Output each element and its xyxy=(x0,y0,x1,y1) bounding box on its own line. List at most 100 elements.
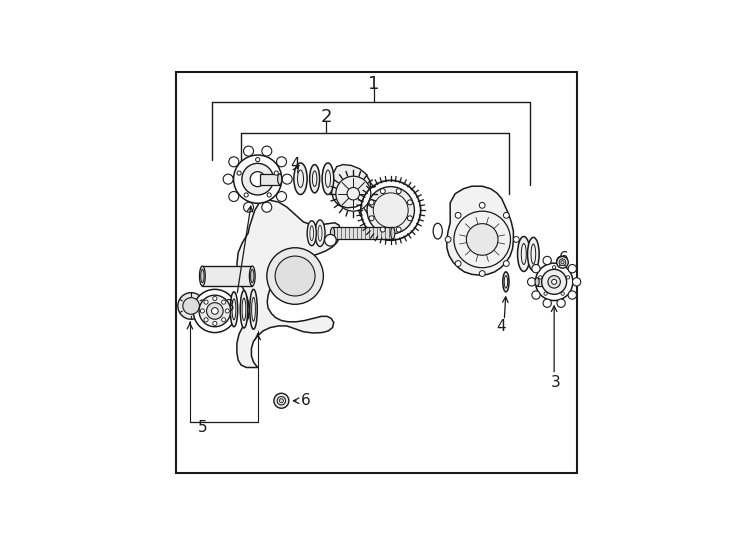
Text: 6: 6 xyxy=(559,251,569,266)
Circle shape xyxy=(324,234,336,246)
Ellipse shape xyxy=(294,163,307,194)
Circle shape xyxy=(380,227,385,232)
Circle shape xyxy=(204,300,208,304)
Circle shape xyxy=(282,174,292,184)
Circle shape xyxy=(543,256,551,265)
Circle shape xyxy=(250,172,265,187)
Ellipse shape xyxy=(230,292,238,327)
Circle shape xyxy=(274,393,289,408)
Circle shape xyxy=(557,299,565,307)
Circle shape xyxy=(544,292,548,295)
Circle shape xyxy=(193,289,236,333)
Circle shape xyxy=(255,158,260,161)
Polygon shape xyxy=(237,200,341,368)
Circle shape xyxy=(223,174,233,184)
Circle shape xyxy=(206,302,223,319)
Circle shape xyxy=(277,396,286,405)
Ellipse shape xyxy=(250,266,255,286)
Circle shape xyxy=(513,237,519,242)
Circle shape xyxy=(242,163,274,195)
Circle shape xyxy=(369,200,374,205)
Circle shape xyxy=(183,298,200,314)
Circle shape xyxy=(225,309,230,313)
Circle shape xyxy=(396,188,401,194)
Circle shape xyxy=(543,299,551,307)
Circle shape xyxy=(455,261,461,266)
Circle shape xyxy=(479,271,485,276)
Circle shape xyxy=(532,265,540,273)
Polygon shape xyxy=(447,186,513,275)
Circle shape xyxy=(455,212,461,218)
Ellipse shape xyxy=(277,174,282,185)
Circle shape xyxy=(380,188,385,194)
Ellipse shape xyxy=(433,223,443,239)
Circle shape xyxy=(275,256,315,296)
Circle shape xyxy=(244,146,253,156)
Circle shape xyxy=(535,263,573,301)
Circle shape xyxy=(244,202,253,212)
Circle shape xyxy=(542,269,567,294)
Ellipse shape xyxy=(200,266,206,286)
Circle shape xyxy=(407,200,413,205)
Circle shape xyxy=(237,171,241,175)
Ellipse shape xyxy=(528,238,539,271)
Text: 3: 3 xyxy=(225,299,235,314)
Circle shape xyxy=(233,155,282,203)
Circle shape xyxy=(504,212,509,218)
Circle shape xyxy=(568,265,576,273)
Circle shape xyxy=(567,276,570,279)
Text: 4: 4 xyxy=(496,319,506,334)
Text: 2: 2 xyxy=(321,108,332,126)
Circle shape xyxy=(528,278,536,286)
Ellipse shape xyxy=(250,289,257,329)
Circle shape xyxy=(267,248,324,305)
Circle shape xyxy=(504,261,509,266)
Circle shape xyxy=(556,256,568,268)
Circle shape xyxy=(204,318,208,322)
Circle shape xyxy=(277,192,286,201)
Circle shape xyxy=(407,216,413,221)
Circle shape xyxy=(275,171,278,175)
Bar xyxy=(260,174,280,185)
Ellipse shape xyxy=(503,272,509,292)
Circle shape xyxy=(367,187,415,234)
Ellipse shape xyxy=(240,291,247,328)
Circle shape xyxy=(347,187,360,200)
Bar xyxy=(333,227,393,239)
Circle shape xyxy=(568,291,576,299)
Circle shape xyxy=(222,318,226,322)
Circle shape xyxy=(211,308,218,314)
Circle shape xyxy=(532,291,540,299)
Circle shape xyxy=(553,266,556,269)
Ellipse shape xyxy=(517,237,530,272)
Circle shape xyxy=(262,146,272,156)
Ellipse shape xyxy=(535,278,539,286)
Circle shape xyxy=(561,292,564,295)
Circle shape xyxy=(244,193,248,197)
Circle shape xyxy=(369,216,374,221)
Circle shape xyxy=(213,296,217,301)
Circle shape xyxy=(479,202,485,208)
Ellipse shape xyxy=(315,220,325,246)
Bar xyxy=(203,266,252,286)
Circle shape xyxy=(396,227,401,232)
Circle shape xyxy=(229,157,239,167)
Ellipse shape xyxy=(307,221,316,246)
Text: 3: 3 xyxy=(551,375,561,390)
Circle shape xyxy=(539,276,542,279)
Circle shape xyxy=(561,261,564,264)
Circle shape xyxy=(262,202,272,212)
Text: 6: 6 xyxy=(302,393,311,408)
Text: 1: 1 xyxy=(368,75,379,92)
Circle shape xyxy=(199,295,230,327)
Bar xyxy=(537,278,553,286)
Text: 5: 5 xyxy=(197,420,207,435)
Circle shape xyxy=(222,300,226,304)
Circle shape xyxy=(466,224,498,255)
Ellipse shape xyxy=(250,269,254,282)
Circle shape xyxy=(559,259,566,266)
Circle shape xyxy=(557,256,565,265)
Ellipse shape xyxy=(330,227,335,239)
Text: 4: 4 xyxy=(290,157,300,172)
Circle shape xyxy=(573,278,581,286)
